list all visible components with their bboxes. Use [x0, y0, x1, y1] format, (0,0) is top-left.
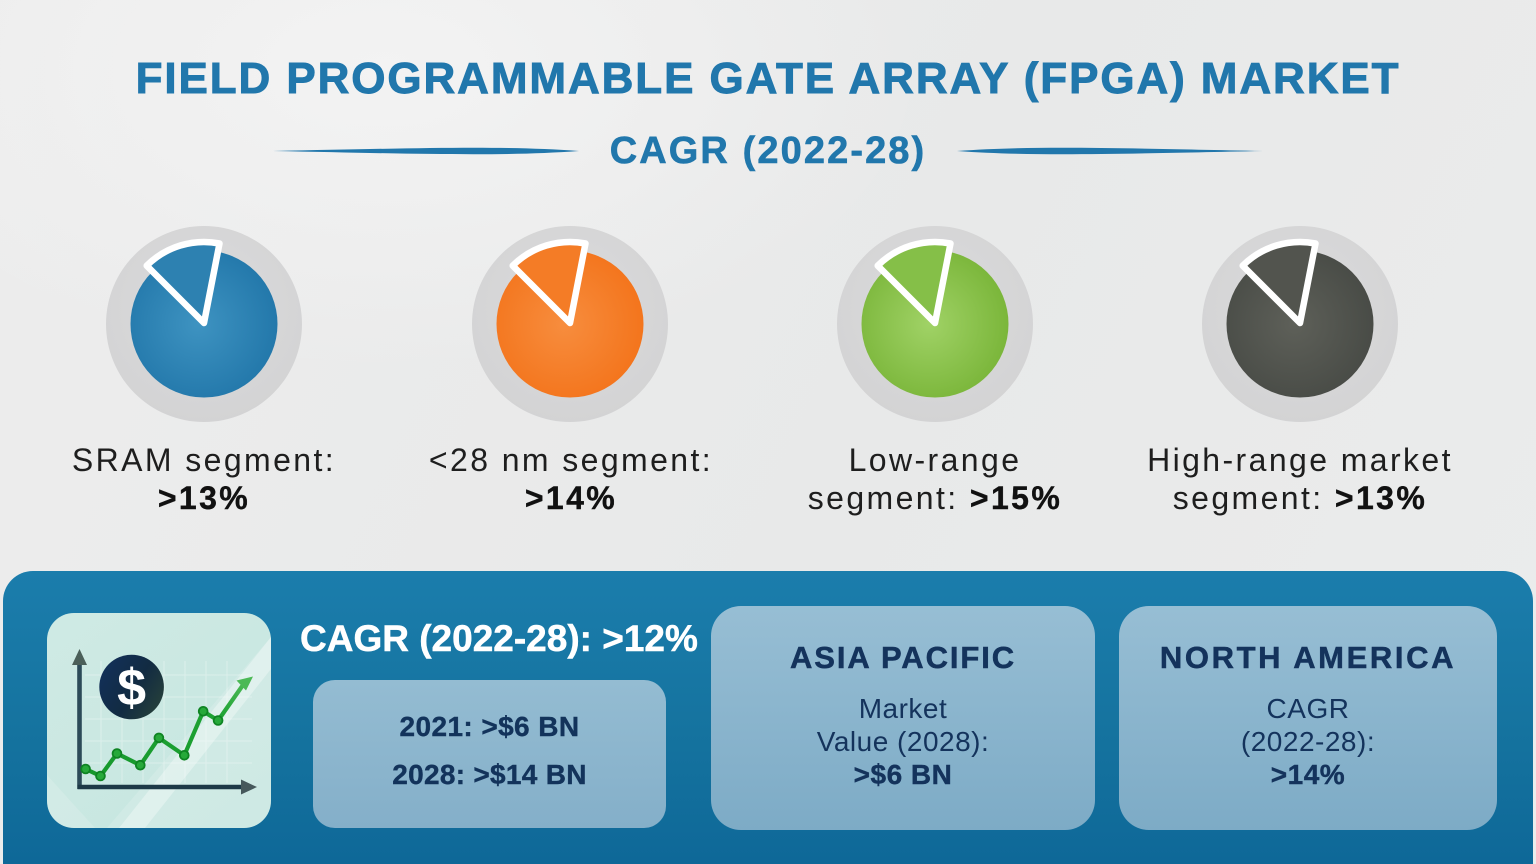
- svg-text:$: $: [117, 659, 146, 717]
